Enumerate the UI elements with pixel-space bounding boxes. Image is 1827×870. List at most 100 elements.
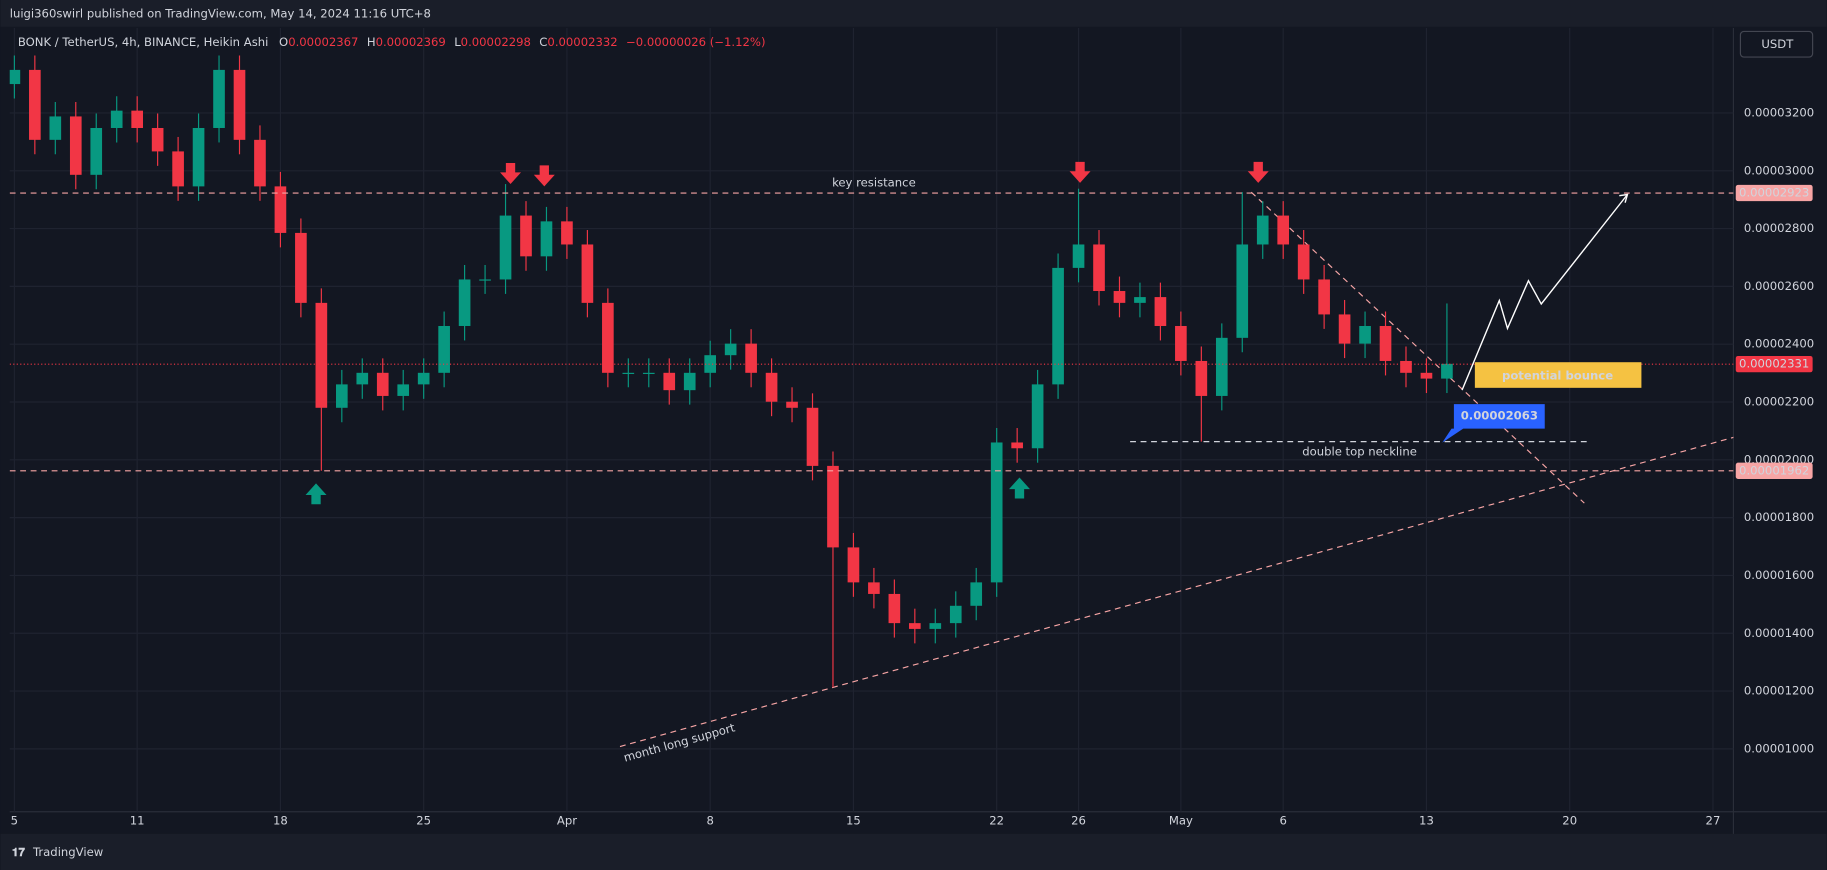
price-badge-label: 0.00002331 [1739,357,1809,371]
x-tick-label: 20 [1562,814,1577,828]
footer-brand: TradingView [32,845,104,859]
candle-body [458,279,471,326]
y-tick-label: 0.00002200 [1744,395,1814,409]
y-tick-label: 0.00002800 [1744,221,1814,235]
candle-body [233,69,246,140]
candle-body [1277,215,1290,245]
x-tick-label: 15 [846,814,861,828]
candle-body [1134,297,1146,303]
candle-body [868,582,880,594]
x-tick-label: Apr [557,814,577,828]
ohlc-value: 0.00002367 [288,34,358,48]
logo: 𝟏𝟕 [12,845,25,859]
currency-label[interactable]: USDT [1761,37,1794,51]
candle-body [806,407,819,466]
candle-body [1175,325,1187,361]
change: −0.00000026 (−1.12%) [626,34,765,48]
ohlc-value: 0.00002298 [461,34,531,48]
candle-body [663,372,676,391]
x-tick-label: 8 [706,814,713,828]
candle-body [295,232,307,303]
neckline-callout [1442,404,1545,443]
descending-trendline [1250,191,1585,504]
candle-body [847,547,860,583]
neckline-label: double top neckline [1302,444,1417,458]
price-badge-label: 0.00002923 [1739,186,1809,200]
candle-body [213,69,225,128]
candle-body [499,215,512,280]
candle-body [704,355,717,373]
ohlc-value: 0.00002332 [547,34,617,48]
candle-body [1195,360,1208,396]
up-arrow [305,483,327,505]
candle-body [765,372,778,402]
x-tick-label: 27 [1706,814,1721,828]
candle-body [315,302,328,408]
candle-body [827,465,839,548]
candle-body [29,69,41,140]
candle-body [356,372,369,385]
candle-body [745,343,757,373]
candle-body [1215,337,1228,396]
x-tick-label: 26 [1071,814,1086,828]
candle-body [642,372,655,374]
candle-body [1052,267,1064,385]
candle-body [9,69,21,85]
ohlc-key: H [367,34,376,48]
candle-body [110,110,123,128]
candle-body [1297,244,1310,280]
x-tick-label: 18 [273,814,288,828]
x-tick-label: 22 [989,814,1004,828]
candle-body [1420,372,1433,379]
candle-body [1113,291,1126,303]
ohlc-key: O [279,34,288,48]
ohlc-value: 0.00002369 [376,34,446,48]
currency-button[interactable] [1739,30,1814,58]
x-tick-label: 6 [1279,814,1286,828]
resistance-label: key resistance [832,175,916,189]
candle-body [69,116,82,175]
candle-body [1400,360,1412,373]
header-text: luigi360swirl published on TradingView.c… [10,6,431,20]
candle-body [683,372,696,391]
x-tick-label: 13 [1419,814,1434,828]
candle-body [581,244,594,303]
up-arrow [1009,477,1030,499]
y-tick-label: 0.00003000 [1744,163,1814,177]
x-tick-label: 25 [416,814,431,828]
x-tick-label: May [1169,814,1193,828]
y-tick-label: 0.00003200 [1744,105,1814,119]
footer-bar [0,833,1827,870]
candle-body [540,221,553,257]
grid: 0.00003200 0.00003000 0.00002800 0.00002600… [9,27,1814,828]
down-arrow [1247,161,1269,183]
down-arrow [533,165,555,187]
candle-body [479,279,491,281]
candle-body [1318,279,1330,315]
candle-body [1359,325,1371,344]
y-tick-label: 0.00001000 [1744,741,1814,755]
candle-body [1338,314,1351,344]
candle-body [274,186,287,233]
candle-body [1236,244,1249,338]
candle-body [786,401,798,408]
x-tick-label: 5 [11,814,18,828]
support-trendline [619,436,1734,748]
down-arrow [1069,161,1091,183]
candle-body [192,127,205,187]
y-tick-label: 0.00001400 [1744,626,1814,640]
candle-body [1031,384,1044,449]
candle-body [1379,325,1392,361]
price-badge [1735,355,1813,373]
candle-body [151,127,164,152]
candle-body [909,623,921,629]
y-tick-label: 0.00001600 [1744,568,1814,582]
candle-body [49,116,62,140]
price-badge-label: 0.00001962 [1739,463,1809,477]
plot [9,55,1734,748]
price-badge [1735,462,1813,479]
candle-body [622,372,635,374]
candle-body [172,151,184,187]
projection-arrowhead [1619,193,1629,203]
